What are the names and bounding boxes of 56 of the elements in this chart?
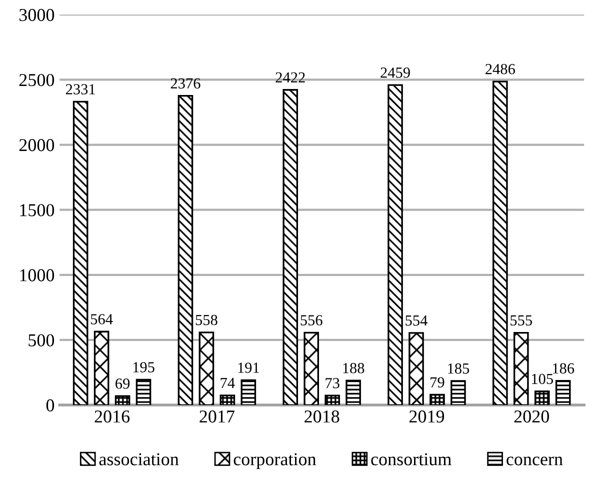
bar bbox=[72, 100, 88, 406]
bar bbox=[304, 332, 320, 406]
bar bbox=[450, 380, 466, 406]
legend-label: consortium bbox=[371, 453, 452, 466]
x-tick-label: 2020 bbox=[514, 410, 549, 423]
data-label: 2331 bbox=[66, 84, 95, 94]
bar bbox=[282, 89, 298, 406]
data-label: 556 bbox=[300, 315, 322, 326]
x-tick-label: 2018 bbox=[304, 410, 340, 423]
y-tick-label: 3000 bbox=[19, 8, 54, 22]
x-tick-label: 2019 bbox=[409, 410, 444, 423]
y-tick-label: 0 bbox=[46, 399, 54, 412]
bar bbox=[492, 80, 508, 406]
y-tick-label: 2000 bbox=[19, 139, 54, 152]
y-tick-label: 1000 bbox=[20, 269, 54, 282]
bar bbox=[324, 394, 340, 406]
data-label: 105 bbox=[532, 374, 553, 384]
x-tick-label: 2016 bbox=[94, 410, 130, 423]
bar bbox=[220, 394, 236, 406]
data-label: 2376 bbox=[170, 78, 200, 89]
legend-label: concern bbox=[506, 456, 563, 466]
bar bbox=[408, 332, 424, 406]
data-label: 79 bbox=[430, 377, 444, 388]
legend-label: corporation bbox=[234, 453, 316, 470]
bar bbox=[240, 379, 256, 406]
data-label: 2422 bbox=[276, 72, 305, 82]
bar bbox=[178, 95, 194, 406]
data-label: 195 bbox=[133, 362, 154, 372]
data-label: 191 bbox=[238, 362, 259, 373]
data-label: 186 bbox=[552, 363, 574, 374]
bar bbox=[114, 395, 130, 406]
bar bbox=[136, 378, 152, 406]
y-tick-label: 2500 bbox=[19, 74, 54, 86]
data-label: 69 bbox=[116, 378, 130, 389]
bar bbox=[388, 84, 403, 406]
data-label: 73 bbox=[326, 378, 340, 388]
bar bbox=[534, 390, 550, 406]
bar bbox=[94, 330, 110, 406]
data-label: 188 bbox=[343, 362, 364, 374]
legend-label: association bbox=[99, 453, 179, 466]
data-label: 558 bbox=[196, 314, 218, 326]
y-tick-label: 500 bbox=[28, 334, 54, 346]
bar bbox=[198, 332, 214, 406]
data-label: 555 bbox=[510, 315, 532, 326]
bar bbox=[555, 380, 571, 406]
bar bbox=[346, 380, 361, 406]
bar bbox=[430, 394, 445, 406]
x-tick-label: 2017 bbox=[200, 410, 234, 423]
data-label: 185 bbox=[448, 363, 470, 374]
data-label: 2459 bbox=[380, 68, 410, 78]
data-label: 564 bbox=[90, 314, 113, 324]
y-tick-label: 1500 bbox=[20, 204, 54, 216]
data-label: 554 bbox=[406, 315, 428, 326]
data-label: 2486 bbox=[486, 64, 515, 74]
bar bbox=[513, 332, 529, 406]
data-label: 74 bbox=[220, 378, 235, 388]
